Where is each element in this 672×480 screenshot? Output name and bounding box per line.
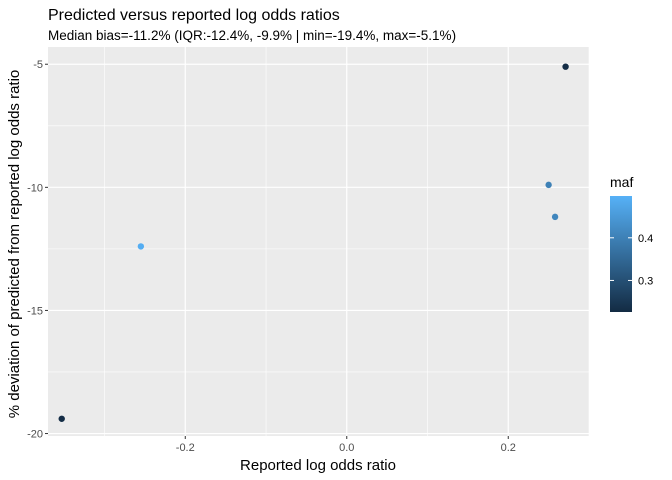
y-axis-title: % deviation of predicted from reported l… xyxy=(6,70,23,419)
legend: maf 0.3 0.4 xyxy=(610,174,653,312)
y-tick-label: -10 xyxy=(27,182,43,194)
legend-ticks: 0.3 0.4 xyxy=(610,233,653,287)
chart-subtitle: Median bias=-11.2% (IQR:-12.4%, -9.9% | … xyxy=(48,28,456,43)
legend-tick-label: 0.3 xyxy=(638,275,653,287)
y-tick-label: -5 xyxy=(33,59,43,71)
y-axis-ticks: -20 -15 -10 -5 xyxy=(27,59,48,441)
plot-panel xyxy=(48,47,589,436)
legend-tick-label: 0.4 xyxy=(638,233,653,245)
data-point xyxy=(545,181,552,189)
data-point xyxy=(137,243,145,250)
x-axis-title: Reported log odds ratio xyxy=(240,457,396,474)
major-gridlines xyxy=(48,47,589,436)
data-point xyxy=(58,415,65,422)
legend-title: maf xyxy=(610,174,633,190)
y-tick-label: -15 xyxy=(27,305,43,317)
x-tick-label: 0.0 xyxy=(339,442,354,454)
x-axis-ticks: -0.2 0.0 0.2 xyxy=(176,436,516,454)
chart-title: Predicted versus reported log odds ratio… xyxy=(48,7,340,24)
x-tick-label: 0.2 xyxy=(501,442,516,454)
data-point xyxy=(562,63,569,70)
legend-colorbar xyxy=(610,196,632,312)
x-tick-label: -0.2 xyxy=(176,442,195,454)
minor-gridlines xyxy=(48,47,590,436)
data-point xyxy=(551,213,559,221)
y-tick-label: -20 xyxy=(27,429,43,441)
data-points xyxy=(58,63,569,422)
